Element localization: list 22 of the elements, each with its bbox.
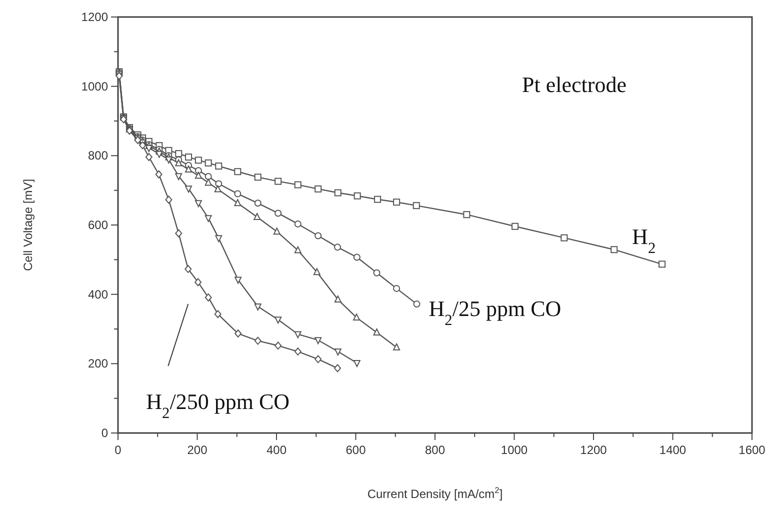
y-tick-label: 800 [88, 148, 108, 163]
series-label: H$_{2}$/250 ppm CO [146, 389, 290, 422]
x-tick-label: 1000 [500, 443, 528, 457]
x-axis-title: Current Density [mA/cm$^{2}$] [367, 485, 503, 501]
y-axis-title: Cell Voltage [mV] [21, 178, 35, 272]
y-tick-label: 0 [101, 426, 108, 440]
x-tick-label: 200 [187, 443, 208, 457]
y-tick-label: 1000 [81, 79, 108, 94]
annotation: Pt electrode [522, 72, 626, 97]
y-tick-label: 600 [88, 218, 108, 232]
x-tick-label: 800 [424, 443, 446, 457]
x-tick-label: 1200 [580, 443, 608, 457]
series-label: H$_{2}$ [632, 224, 656, 257]
x-tick-label: 1600 [738, 443, 766, 457]
y-tick-label: 200 [88, 356, 108, 371]
x-tick-label: 400 [266, 443, 287, 457]
x-tick-label: 600 [346, 443, 366, 457]
y-tick-label: 400 [88, 287, 108, 302]
series-label: H$_{2}$/25 ppm CO [428, 296, 562, 329]
x-tick-label: 1400 [659, 443, 686, 457]
y-tick-label: 1200 [81, 10, 108, 24]
x-tick-label: 0 [114, 443, 122, 457]
